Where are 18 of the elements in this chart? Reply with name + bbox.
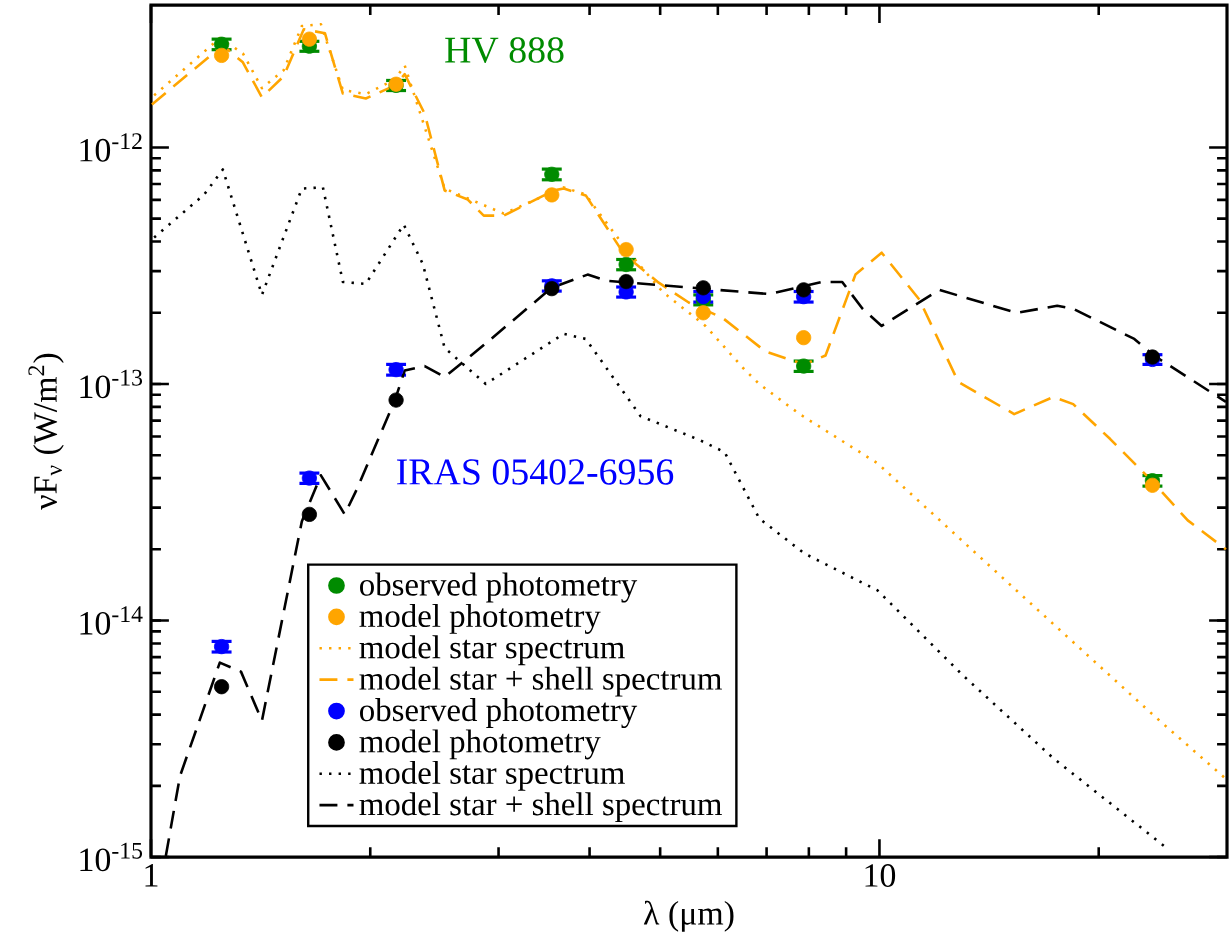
y-axis-title: νF$_{ν}$ (W/m$^{2}$) — [28, 353, 64, 510]
legend-label: model star spectrum — [359, 760, 625, 791]
x-tick-label: 10 — [865, 864, 896, 887]
y-tick-label: 10$^{-15}$ — [80, 842, 143, 872]
y-tick-label: 10$^{-12}$ — [80, 133, 142, 162]
legend-label: model photometry — [359, 729, 601, 760]
legend-label: observed photometry — [360, 698, 638, 729]
x-tick-label: 1 — [145, 864, 158, 887]
y-tick-label: 10$^{-14}$ — [80, 606, 143, 635]
legend-label: model star + shell spectrum — [359, 666, 722, 697]
annotation: HV 888 — [445, 37, 564, 64]
annotation: IRAS 05402-6956 — [397, 459, 674, 485]
legend-label: model star + shell spectrum — [359, 792, 722, 823]
y-tick-label: 10$^{-13}$ — [80, 369, 143, 399]
legend-label: model star spectrum — [359, 635, 625, 666]
legend-label: observed photometry — [360, 572, 638, 603]
legend-label: model photometry — [359, 603, 601, 634]
x-axis-title: λ (μm) — [643, 900, 734, 932]
